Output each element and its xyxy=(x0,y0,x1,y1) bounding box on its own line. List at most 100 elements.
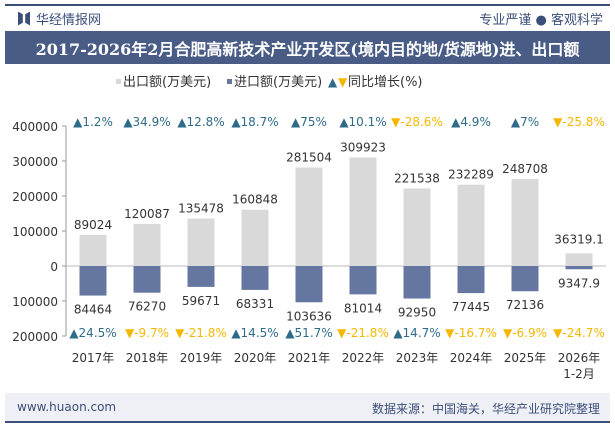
x-tick-label: 2019年 xyxy=(180,351,223,365)
growth-value: 7% xyxy=(520,115,539,129)
growth-value: 34.9% xyxy=(133,115,171,129)
export-label: 221538 xyxy=(394,171,440,185)
import-label: 77445 xyxy=(452,300,490,314)
y-tick-label: 0 xyxy=(50,260,58,274)
growth-value: 24.5% xyxy=(79,326,117,340)
import-growth-label: ▼-21.8% xyxy=(175,326,227,340)
export-growth-label: ▲34.9% xyxy=(123,115,170,129)
data-source: 数据来源：中国海关，华经产业研究院整理 xyxy=(371,402,600,416)
y-tick-label: 400000 xyxy=(12,120,58,134)
growth-value: -21.8% xyxy=(184,326,226,340)
import-growth-label: ▼-24.7% xyxy=(553,326,605,340)
footer: www.huaon.com 数据来源：中国海关，华经产业研究院整理 xyxy=(5,393,610,423)
import-growth-label: ▲14.5% xyxy=(231,326,278,340)
export-bar xyxy=(349,157,377,266)
up-arrow-icon: ▲ xyxy=(73,115,83,129)
x-tick-label: 2021年 xyxy=(288,351,331,365)
import-bar xyxy=(295,266,323,303)
legend-swatch-import xyxy=(227,79,232,84)
import-growth-label: ▼-9.7% xyxy=(125,326,169,340)
import-growth-label: ▼-21.8% xyxy=(337,326,389,340)
down-arrow-icon: ▼ xyxy=(337,326,347,340)
export-label: 36319.1 xyxy=(554,232,604,246)
export-growth-label: ▲10.1% xyxy=(339,115,386,129)
growth-value: -24.7% xyxy=(562,326,604,340)
import-growth-label: ▲51.7% xyxy=(285,326,332,340)
export-bar xyxy=(457,184,485,266)
down-arrow-icon: ▼ xyxy=(391,115,401,129)
export-label: 248708 xyxy=(502,162,548,176)
import-bar xyxy=(241,266,269,290)
top-border xyxy=(5,4,610,6)
export-bar xyxy=(187,218,215,266)
x-tick-label: 2024年 xyxy=(450,351,493,365)
export-label: 232289 xyxy=(448,168,494,182)
import-label: 72136 xyxy=(506,298,544,312)
import-label: 103636 xyxy=(286,309,332,323)
export-label: 309923 xyxy=(340,141,386,155)
growth-value: 10.1% xyxy=(349,115,387,129)
growth-value: 1.2% xyxy=(82,115,113,129)
x-tick-label: 2022年 xyxy=(342,351,385,365)
import-bar xyxy=(187,266,215,287)
growth-value: 51.7% xyxy=(295,326,333,340)
export-label: 89024 xyxy=(74,218,112,232)
growth-value: -9.7% xyxy=(134,326,169,340)
export-bar xyxy=(511,178,539,266)
y-tick-label: 200000 xyxy=(12,330,58,344)
import-label: 9347.9 xyxy=(558,276,600,290)
growth-value: 14.7% xyxy=(403,326,441,340)
export-growth-label: ▲4.9% xyxy=(451,115,491,129)
import-label: 68331 xyxy=(236,297,274,311)
up-arrow-icon: ▲ xyxy=(231,115,241,129)
legend-up-icon: ▲ xyxy=(328,75,338,89)
growth-value: -16.7% xyxy=(454,326,496,340)
up-arrow-icon: ▲ xyxy=(231,326,241,340)
import-bar xyxy=(403,266,431,299)
legend-import: 进口额(万美元) xyxy=(234,75,322,90)
x-tick-label: 1-2月 xyxy=(563,367,595,381)
y-tick-label: 100000 xyxy=(12,295,58,309)
y-tick-label: 200000 xyxy=(12,190,58,204)
up-arrow-icon: ▲ xyxy=(69,326,79,340)
down-arrow-icon: ▼ xyxy=(553,115,563,129)
import-growth-label: ▼-16.7% xyxy=(445,326,497,340)
up-arrow-icon: ▲ xyxy=(123,115,133,129)
up-arrow-icon: ▲ xyxy=(451,115,461,129)
export-label: 135478 xyxy=(178,202,224,216)
export-growth-label: ▲12.8% xyxy=(177,115,224,129)
brand-name: 华经情报网 xyxy=(36,13,102,28)
export-bar xyxy=(565,253,593,266)
import-growth-label: ▲14.7% xyxy=(393,326,440,340)
import-bar xyxy=(457,266,485,294)
export-bar xyxy=(133,223,161,266)
export-growth-label: ▼-25.8% xyxy=(553,115,605,129)
slogan: 专业严谨 ● 客观科学 xyxy=(479,13,603,28)
legend-export: 出口额(万美元) xyxy=(123,75,211,90)
import-bar xyxy=(511,266,539,292)
export-label: 160848 xyxy=(232,193,278,207)
import-label: 81014 xyxy=(344,301,382,315)
x-tick-label: 2018年 xyxy=(126,351,169,365)
growth-value: 14.5% xyxy=(241,326,279,340)
up-arrow-icon: ▲ xyxy=(291,115,301,129)
export-growth-label: ▼-28.6% xyxy=(391,115,443,129)
import-label: 59671 xyxy=(182,294,220,308)
growth-value: 75% xyxy=(300,115,327,129)
y-tick-label: 300000 xyxy=(12,155,58,169)
down-arrow-icon: ▼ xyxy=(175,326,185,340)
export-label: 281504 xyxy=(286,150,332,164)
growth-value: -25.8% xyxy=(562,115,604,129)
up-arrow-icon: ▲ xyxy=(393,326,403,340)
website: www.huaon.com xyxy=(17,400,117,414)
export-label: 120087 xyxy=(124,207,170,221)
export-bar xyxy=(79,234,107,266)
import-growth-label: ▲24.5% xyxy=(69,326,116,340)
import-bar xyxy=(349,266,377,295)
import-label: 92950 xyxy=(398,306,436,320)
x-tick-label: 2023年 xyxy=(396,351,439,365)
import-label: 76270 xyxy=(128,300,166,314)
x-tick-label: 2025年 xyxy=(504,351,547,365)
export-growth-label: ▲1.2% xyxy=(73,115,113,129)
down-arrow-icon: ▼ xyxy=(503,326,513,340)
